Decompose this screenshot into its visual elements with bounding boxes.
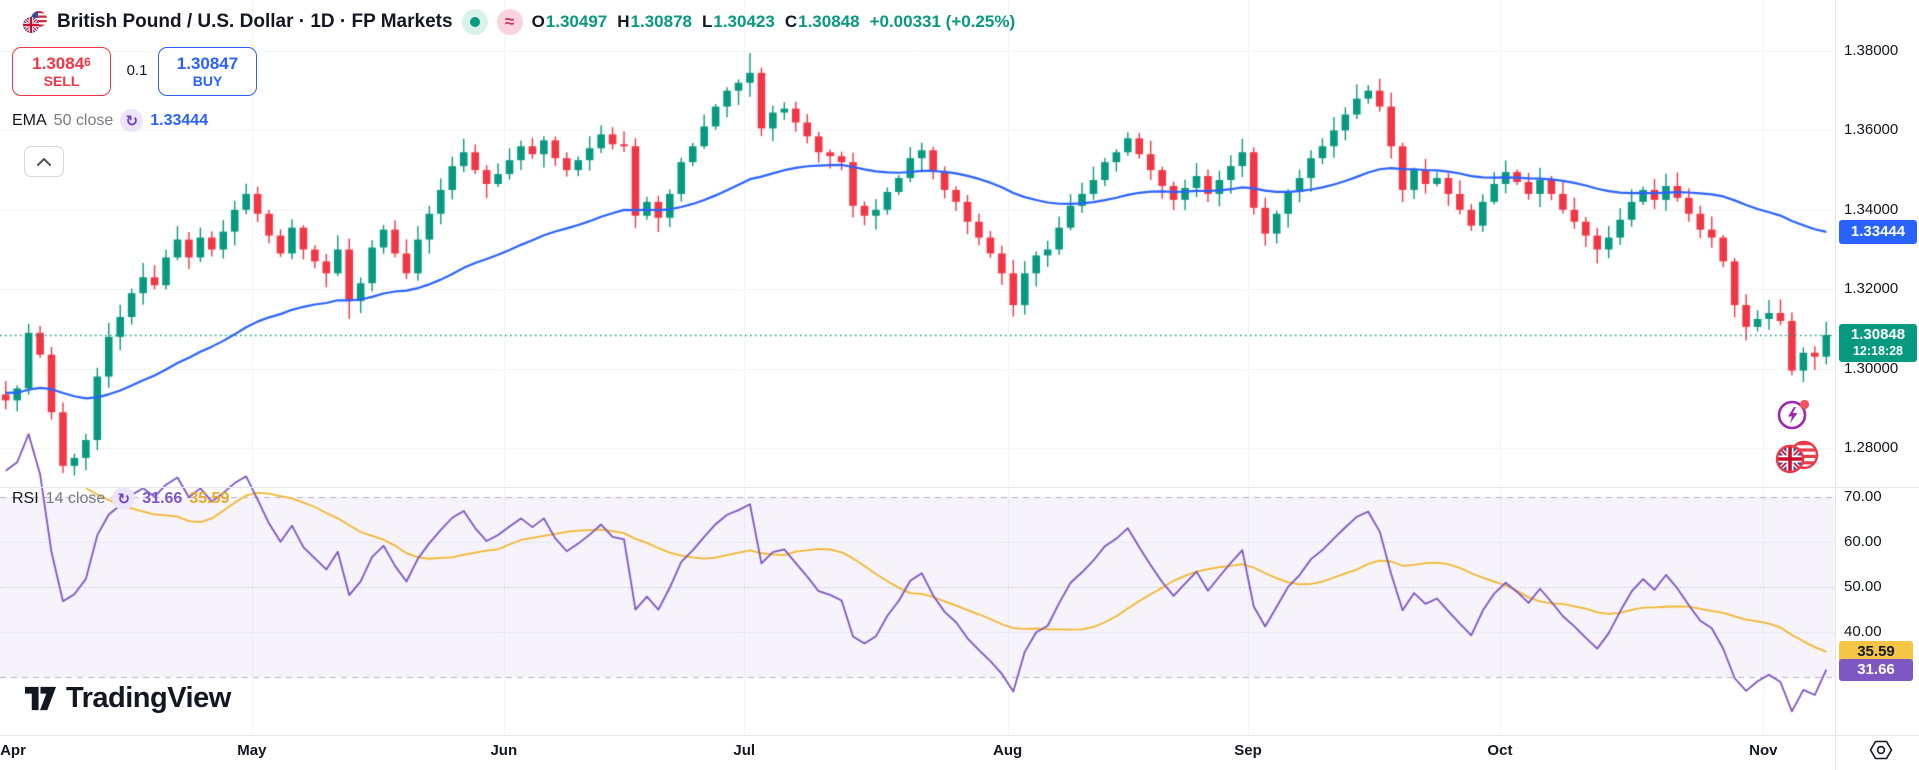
price-axis-label: 1.30000 bbox=[1844, 359, 1899, 377]
rsi-ma-axis-badge: 35.59 bbox=[1839, 640, 1913, 663]
ema-value: 1.33444 bbox=[150, 111, 209, 129]
high-label: H bbox=[617, 12, 630, 31]
time-axis-label: Jul bbox=[733, 742, 756, 759]
time-axis-label: Apr bbox=[0, 742, 26, 759]
pane-separator[interactable] bbox=[0, 487, 1919, 488]
buy-price: 1.30847 bbox=[176, 53, 239, 73]
market-status-icon[interactable] bbox=[461, 9, 488, 35]
quantity-field[interactable]: 0.1 bbox=[126, 62, 148, 79]
rsi-name: RSI bbox=[12, 489, 39, 507]
symbol-title[interactable]: British Pound / U.S. Dollar · 1D · FP Ma… bbox=[57, 11, 453, 32]
close-value: 1.30848 bbox=[798, 12, 860, 31]
tradingview-logo-icon bbox=[24, 686, 57, 711]
high-value: 1.30878 bbox=[630, 12, 692, 31]
low-value: 1.30423 bbox=[713, 12, 775, 31]
low-label: L bbox=[701, 12, 713, 31]
open-value: 1.30497 bbox=[545, 12, 608, 31]
sell-price: 1.3084 bbox=[32, 53, 85, 73]
rsi-reload-icon[interactable]: ↻ bbox=[112, 487, 136, 510]
last-price-badge: 1.30848 12:18:28 bbox=[1839, 323, 1917, 362]
delayed-data-icon[interactable]: ≈ bbox=[496, 9, 523, 35]
rsi-legend: RSI 14 close ↻ 31.66 35.59 bbox=[12, 487, 229, 510]
time-axis-label: Sep bbox=[1234, 742, 1262, 759]
close-label: C bbox=[784, 12, 798, 31]
ema-reload-icon[interactable]: ↻ bbox=[120, 109, 144, 132]
price-axis-label: 1.32000 bbox=[1844, 280, 1899, 298]
ema-params: 50 close bbox=[53, 111, 114, 129]
flash-alert-icon[interactable] bbox=[1776, 396, 1812, 432]
sell-button[interactable]: 1.30846 SELL bbox=[12, 47, 111, 96]
time-axis-label: Oct bbox=[1487, 742, 1513, 759]
sell-price-pip: 6 bbox=[84, 54, 91, 69]
rsi-axis-label: 40.00 bbox=[1844, 623, 1882, 640]
ema-legend: EMA 50 close ↻ 1.33444 bbox=[12, 109, 208, 132]
ema-axis-badge: 1.33444 bbox=[1839, 219, 1917, 244]
open-label: O bbox=[531, 12, 545, 31]
price-axis-label: 1.36000 bbox=[1844, 121, 1899, 139]
price-axis-label: 1.34000 bbox=[1844, 200, 1899, 218]
time-axis-label: Jun bbox=[490, 742, 518, 759]
price-axis-label: 1.38000 bbox=[1844, 42, 1899, 59]
rsi-axis-badge: 31.66 bbox=[1839, 658, 1913, 681]
pair-flags-icon bbox=[1775, 440, 1819, 474]
last-price: 1.30848 bbox=[1850, 326, 1906, 344]
gbpusd-pair-icon bbox=[23, 11, 47, 33]
price-chart-canvas[interactable] bbox=[0, 0, 1835, 735]
price-axis[interactable]: 1.33444 1.30848 12:18:28 35.59 31.66 1.3… bbox=[1835, 0, 1919, 770]
rsi-axis-label: 70.00 bbox=[1844, 488, 1882, 505]
time-axis-label: Nov bbox=[1749, 742, 1778, 759]
timezone-settings-icon[interactable] bbox=[1868, 737, 1894, 763]
time-axis-label: Aug bbox=[993, 742, 1023, 759]
rsi-axis-label: 50.00 bbox=[1844, 578, 1882, 595]
sell-label: SELL bbox=[43, 73, 80, 90]
rsi-axis-label: 60.00 bbox=[1844, 533, 1882, 550]
collapse-panel-button[interactable] bbox=[24, 146, 64, 177]
rsi-ma-value: 35.59 bbox=[189, 489, 230, 507]
rsi-params: 14 close bbox=[45, 489, 106, 507]
buy-button[interactable]: 1.30847 BUY bbox=[158, 47, 257, 96]
market-open-dot-icon bbox=[469, 17, 480, 27]
tradingview-logo[interactable]: TradingView bbox=[24, 682, 231, 715]
rsi-value: 31.66 bbox=[142, 489, 183, 507]
ema-name: EMA bbox=[12, 111, 47, 129]
buy-label: BUY bbox=[192, 73, 223, 90]
change-value: +0.00331 (+0.25%) bbox=[869, 12, 1016, 31]
time-axis-separator bbox=[0, 735, 1919, 736]
time-axis-label: May bbox=[237, 742, 267, 759]
bar-countdown: 12:18:28 bbox=[1852, 344, 1904, 359]
chevron-up-icon bbox=[37, 157, 51, 166]
price-axis-label: 1.28000 bbox=[1844, 439, 1899, 456]
time-axis[interactable]: Apr May Jun Jul Aug Sep Oct Nov bbox=[0, 736, 1835, 770]
ohlc-values: O 1.30497 H 1.30878 L 1.30423 C 1.30848 +0.0… bbox=[532, 12, 1016, 32]
symbol-header: British Pound / U.S. Dollar · 1D · FP Ma… bbox=[22, 6, 1015, 38]
tradingview-logo-text: TradingView bbox=[66, 682, 231, 714]
